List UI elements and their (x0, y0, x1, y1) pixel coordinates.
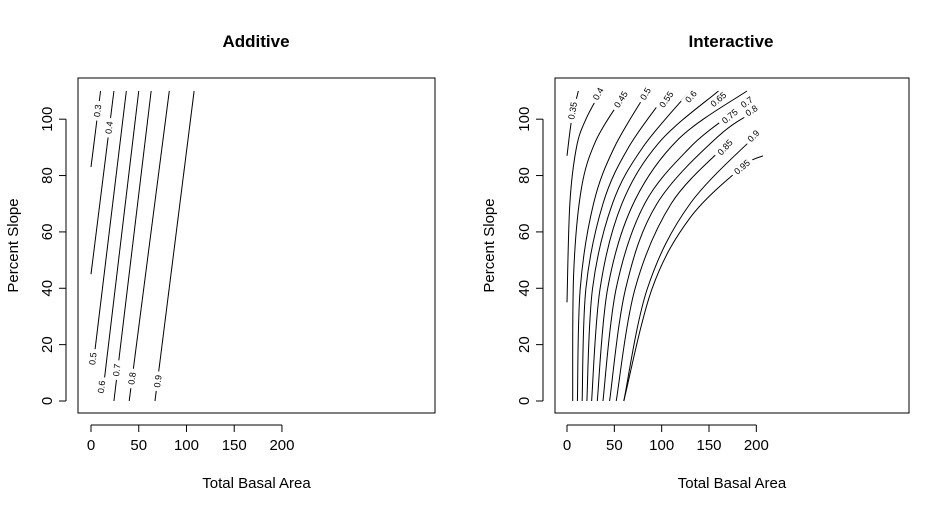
contour-label: 0.9 (152, 374, 163, 388)
y-tick-label: 0 (39, 397, 56, 405)
x-tick-label: 150 (696, 437, 721, 454)
contour-line (154, 90, 195, 402)
contour-label-bg (636, 82, 655, 105)
contour-line (623, 130, 762, 402)
contour-label-bg (125, 368, 139, 389)
contour-label-bg (713, 134, 738, 160)
contour-label-bg (91, 100, 104, 122)
contour-line (128, 90, 170, 402)
y-tick-label: 40 (516, 280, 533, 297)
contour-line (602, 115, 729, 402)
contour-label: 0.7 (111, 363, 122, 377)
y-tick-label: 100 (39, 107, 56, 132)
contour-label-bg (717, 104, 743, 129)
contour-label-bg (610, 86, 632, 113)
contour-label-bg (86, 348, 100, 370)
contour-label: 0.35 (566, 101, 579, 120)
contour-label-bg (740, 101, 763, 121)
x-tick-label: 100 (649, 437, 674, 454)
y-tick-label: 100 (516, 107, 533, 132)
contour-label: 0.4 (103, 121, 114, 135)
y-axis-label: Percent Slope (481, 198, 498, 292)
contour-line (615, 147, 724, 402)
plot-frame (77, 77, 436, 414)
x-tick-label: 200 (744, 437, 769, 454)
contour-line (591, 90, 719, 402)
contour-label-bg (110, 359, 123, 381)
x-tick-label: 100 (174, 437, 199, 454)
y-axis-label: Percent Slope (5, 198, 22, 292)
contour-line (92, 90, 127, 368)
x-tick-label: 200 (269, 437, 294, 454)
contour-label-bg (589, 82, 608, 105)
contour-label-bg (102, 117, 116, 138)
contour-label: 0.3 (92, 104, 103, 118)
contour-line (609, 107, 762, 402)
contour-line (101, 90, 140, 396)
y-tick-label: 20 (39, 336, 56, 353)
contour-line (581, 93, 667, 402)
contour-label-bg (735, 92, 758, 112)
x-tick-label: 0 (87, 437, 95, 454)
contour-label-bg (743, 125, 764, 147)
contour-label-bg (655, 86, 678, 113)
contour-line (576, 90, 648, 402)
y-tick-label: 40 (39, 280, 56, 297)
y-tick-label: 80 (39, 167, 56, 184)
x-tick-label: 0 (563, 437, 571, 454)
chart-title: Additive (222, 32, 289, 51)
contour-line (566, 90, 602, 303)
contour-label-bg (95, 376, 108, 398)
contour-label: 0.6 (96, 380, 107, 394)
contour-label-bg (151, 370, 165, 392)
x-axis-label: Total Basal Area (202, 475, 311, 492)
x-tick-label: 50 (606, 437, 623, 454)
y-tick-label: 20 (516, 336, 533, 353)
panel-additive: Additive 0 50 100 150 200 Total Basal Area 0 20 4… (5, 32, 436, 492)
chart-title: Interactive (688, 32, 773, 51)
contour-line (586, 90, 691, 402)
contour-label-bg (565, 97, 580, 124)
y-tick-label: 60 (39, 224, 56, 241)
contour-label-bg (729, 155, 755, 179)
x-axis-label: Total Basal Area (678, 475, 787, 492)
x-tick-label: 50 (130, 437, 147, 454)
y-tick-label: 80 (516, 167, 533, 184)
contour-label-bg (680, 85, 702, 108)
contour-label: 0.5 (87, 352, 98, 366)
contour-line (113, 90, 152, 402)
contour-line (623, 155, 764, 402)
y-tick-label: 60 (516, 224, 533, 241)
y-tick-label: 0 (516, 397, 533, 405)
contour-line (596, 90, 748, 402)
contour-label: 0.8 (126, 372, 138, 386)
x-tick-label: 150 (222, 437, 247, 454)
plot-frame (554, 77, 910, 414)
contour-label-bg (705, 87, 732, 112)
